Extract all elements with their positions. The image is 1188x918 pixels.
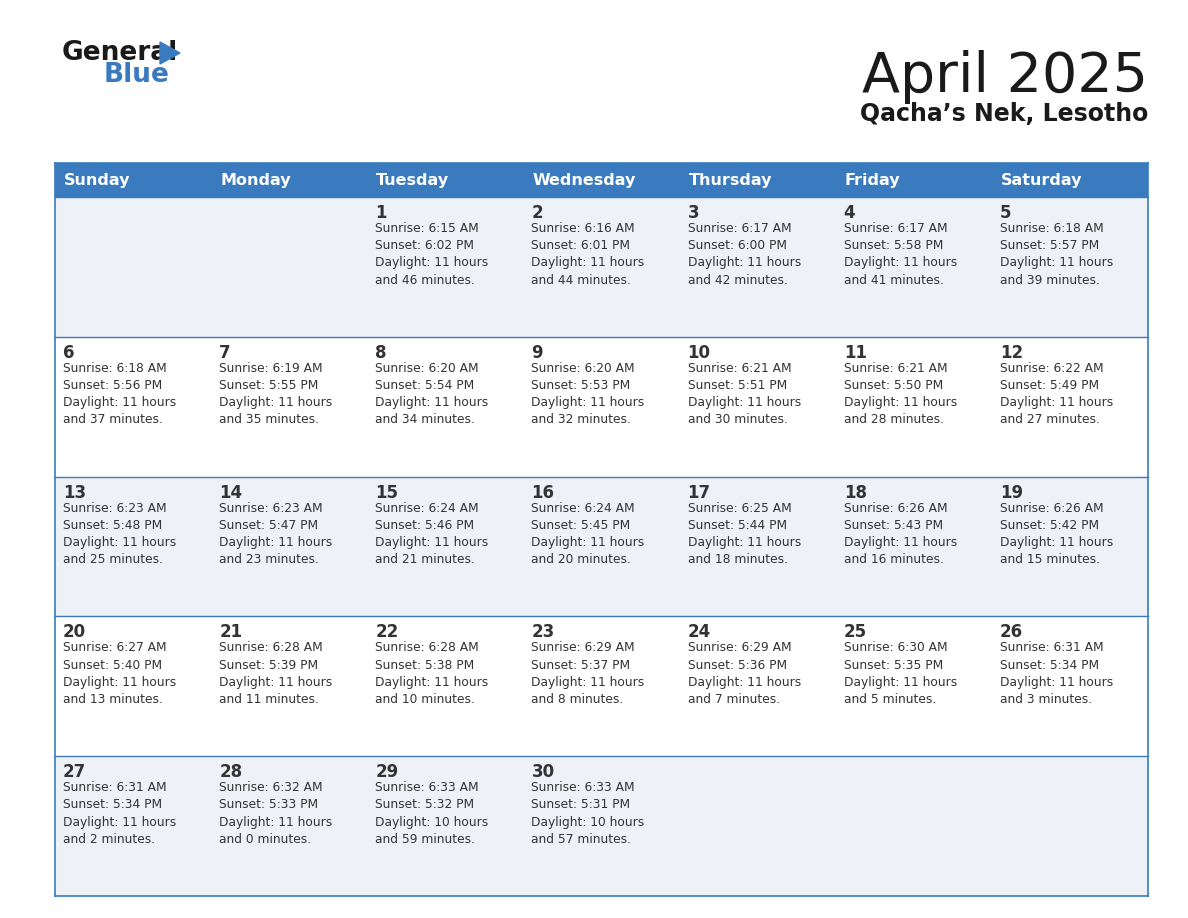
Text: Sunrise: 6:31 AM
Sunset: 5:34 PM
Daylight: 11 hours
and 3 minutes.: Sunrise: 6:31 AM Sunset: 5:34 PM Dayligh… <box>1000 642 1113 706</box>
Text: Tuesday: Tuesday <box>377 173 449 187</box>
Text: Sunday: Sunday <box>64 173 131 187</box>
Text: Sunrise: 6:26 AM
Sunset: 5:42 PM
Daylight: 11 hours
and 15 minutes.: Sunrise: 6:26 AM Sunset: 5:42 PM Dayligh… <box>1000 501 1113 566</box>
Text: Sunrise: 6:33 AM
Sunset: 5:31 PM
Daylight: 10 hours
and 57 minutes.: Sunrise: 6:33 AM Sunset: 5:31 PM Dayligh… <box>531 781 645 845</box>
Text: 13: 13 <box>63 484 86 501</box>
Text: Sunrise: 6:27 AM
Sunset: 5:40 PM
Daylight: 11 hours
and 13 minutes.: Sunrise: 6:27 AM Sunset: 5:40 PM Dayligh… <box>63 642 176 706</box>
Text: 30: 30 <box>531 763 555 781</box>
Text: Sunrise: 6:23 AM
Sunset: 5:48 PM
Daylight: 11 hours
and 25 minutes.: Sunrise: 6:23 AM Sunset: 5:48 PM Dayligh… <box>63 501 176 566</box>
Text: Sunrise: 6:20 AM
Sunset: 5:53 PM
Daylight: 11 hours
and 32 minutes.: Sunrise: 6:20 AM Sunset: 5:53 PM Dayligh… <box>531 362 645 426</box>
Text: Sunrise: 6:29 AM
Sunset: 5:37 PM
Daylight: 11 hours
and 8 minutes.: Sunrise: 6:29 AM Sunset: 5:37 PM Dayligh… <box>531 642 645 706</box>
Text: 5: 5 <box>1000 204 1011 222</box>
Text: Qacha’s Nek, Lesotho: Qacha’s Nek, Lesotho <box>860 102 1148 126</box>
Text: 22: 22 <box>375 623 398 642</box>
Text: Sunrise: 6:22 AM
Sunset: 5:49 PM
Daylight: 11 hours
and 27 minutes.: Sunrise: 6:22 AM Sunset: 5:49 PM Dayligh… <box>1000 362 1113 426</box>
Text: Sunrise: 6:16 AM
Sunset: 6:01 PM
Daylight: 11 hours
and 44 minutes.: Sunrise: 6:16 AM Sunset: 6:01 PM Dayligh… <box>531 222 645 286</box>
Text: 3: 3 <box>688 204 700 222</box>
Text: 4: 4 <box>843 204 855 222</box>
Text: General: General <box>62 40 178 66</box>
Text: Sunrise: 6:32 AM
Sunset: 5:33 PM
Daylight: 11 hours
and 0 minutes.: Sunrise: 6:32 AM Sunset: 5:33 PM Dayligh… <box>219 781 333 845</box>
Text: Friday: Friday <box>845 173 901 187</box>
Text: 2: 2 <box>531 204 543 222</box>
Bar <box>55 163 1148 197</box>
Text: Monday: Monday <box>220 173 291 187</box>
Text: 23: 23 <box>531 623 555 642</box>
Text: Sunrise: 6:28 AM
Sunset: 5:38 PM
Daylight: 11 hours
and 10 minutes.: Sunrise: 6:28 AM Sunset: 5:38 PM Dayligh… <box>375 642 488 706</box>
Text: 8: 8 <box>375 344 387 362</box>
Text: Wednesday: Wednesday <box>532 173 636 187</box>
Text: Sunrise: 6:18 AM
Sunset: 5:57 PM
Daylight: 11 hours
and 39 minutes.: Sunrise: 6:18 AM Sunset: 5:57 PM Dayligh… <box>1000 222 1113 286</box>
Bar <box>55 616 1148 756</box>
Text: 18: 18 <box>843 484 867 501</box>
Text: Saturday: Saturday <box>1000 173 1082 187</box>
Text: 29: 29 <box>375 763 398 781</box>
Text: Sunrise: 6:17 AM
Sunset: 6:00 PM
Daylight: 11 hours
and 42 minutes.: Sunrise: 6:17 AM Sunset: 6:00 PM Dayligh… <box>688 222 801 286</box>
Text: April 2025: April 2025 <box>862 50 1148 104</box>
Bar <box>55 337 1148 476</box>
Bar <box>55 476 1148 616</box>
Text: Sunrise: 6:15 AM
Sunset: 6:02 PM
Daylight: 11 hours
and 46 minutes.: Sunrise: 6:15 AM Sunset: 6:02 PM Dayligh… <box>375 222 488 286</box>
Text: Sunrise: 6:19 AM
Sunset: 5:55 PM
Daylight: 11 hours
and 35 minutes.: Sunrise: 6:19 AM Sunset: 5:55 PM Dayligh… <box>219 362 333 426</box>
Text: 14: 14 <box>219 484 242 501</box>
Text: Sunrise: 6:23 AM
Sunset: 5:47 PM
Daylight: 11 hours
and 23 minutes.: Sunrise: 6:23 AM Sunset: 5:47 PM Dayligh… <box>219 501 333 566</box>
Text: 17: 17 <box>688 484 710 501</box>
Text: Sunrise: 6:28 AM
Sunset: 5:39 PM
Daylight: 11 hours
and 11 minutes.: Sunrise: 6:28 AM Sunset: 5:39 PM Dayligh… <box>219 642 333 706</box>
Text: 21: 21 <box>219 623 242 642</box>
Text: 10: 10 <box>688 344 710 362</box>
Text: 26: 26 <box>1000 623 1023 642</box>
Text: 19: 19 <box>1000 484 1023 501</box>
Text: 20: 20 <box>63 623 86 642</box>
Text: Sunrise: 6:21 AM
Sunset: 5:50 PM
Daylight: 11 hours
and 28 minutes.: Sunrise: 6:21 AM Sunset: 5:50 PM Dayligh… <box>843 362 958 426</box>
Text: 1: 1 <box>375 204 387 222</box>
Text: Sunrise: 6:24 AM
Sunset: 5:46 PM
Daylight: 11 hours
and 21 minutes.: Sunrise: 6:24 AM Sunset: 5:46 PM Dayligh… <box>375 501 488 566</box>
Text: 25: 25 <box>843 623 867 642</box>
Text: Sunrise: 6:26 AM
Sunset: 5:43 PM
Daylight: 11 hours
and 16 minutes.: Sunrise: 6:26 AM Sunset: 5:43 PM Dayligh… <box>843 501 958 566</box>
Text: 6: 6 <box>63 344 75 362</box>
Text: 12: 12 <box>1000 344 1023 362</box>
Text: 16: 16 <box>531 484 555 501</box>
Text: Sunrise: 6:33 AM
Sunset: 5:32 PM
Daylight: 10 hours
and 59 minutes.: Sunrise: 6:33 AM Sunset: 5:32 PM Dayligh… <box>375 781 488 845</box>
Text: 28: 28 <box>219 763 242 781</box>
Text: Sunrise: 6:29 AM
Sunset: 5:36 PM
Daylight: 11 hours
and 7 minutes.: Sunrise: 6:29 AM Sunset: 5:36 PM Dayligh… <box>688 642 801 706</box>
Text: Blue: Blue <box>105 62 170 88</box>
Bar <box>55 197 1148 337</box>
Text: Sunrise: 6:18 AM
Sunset: 5:56 PM
Daylight: 11 hours
and 37 minutes.: Sunrise: 6:18 AM Sunset: 5:56 PM Dayligh… <box>63 362 176 426</box>
Text: 15: 15 <box>375 484 398 501</box>
Text: Sunrise: 6:20 AM
Sunset: 5:54 PM
Daylight: 11 hours
and 34 minutes.: Sunrise: 6:20 AM Sunset: 5:54 PM Dayligh… <box>375 362 488 426</box>
Text: Sunrise: 6:31 AM
Sunset: 5:34 PM
Daylight: 11 hours
and 2 minutes.: Sunrise: 6:31 AM Sunset: 5:34 PM Dayligh… <box>63 781 176 845</box>
Text: 11: 11 <box>843 344 867 362</box>
Text: Sunrise: 6:25 AM
Sunset: 5:44 PM
Daylight: 11 hours
and 18 minutes.: Sunrise: 6:25 AM Sunset: 5:44 PM Dayligh… <box>688 501 801 566</box>
Text: 9: 9 <box>531 344 543 362</box>
Text: Sunrise: 6:17 AM
Sunset: 5:58 PM
Daylight: 11 hours
and 41 minutes.: Sunrise: 6:17 AM Sunset: 5:58 PM Dayligh… <box>843 222 958 286</box>
Text: Sunrise: 6:30 AM
Sunset: 5:35 PM
Daylight: 11 hours
and 5 minutes.: Sunrise: 6:30 AM Sunset: 5:35 PM Dayligh… <box>843 642 958 706</box>
Text: Sunrise: 6:21 AM
Sunset: 5:51 PM
Daylight: 11 hours
and 30 minutes.: Sunrise: 6:21 AM Sunset: 5:51 PM Dayligh… <box>688 362 801 426</box>
Polygon shape <box>160 42 181 64</box>
Text: 7: 7 <box>219 344 230 362</box>
Text: Sunrise: 6:24 AM
Sunset: 5:45 PM
Daylight: 11 hours
and 20 minutes.: Sunrise: 6:24 AM Sunset: 5:45 PM Dayligh… <box>531 501 645 566</box>
Text: Thursday: Thursday <box>689 173 772 187</box>
Bar <box>55 756 1148 896</box>
Text: 24: 24 <box>688 623 710 642</box>
Text: 27: 27 <box>63 763 87 781</box>
